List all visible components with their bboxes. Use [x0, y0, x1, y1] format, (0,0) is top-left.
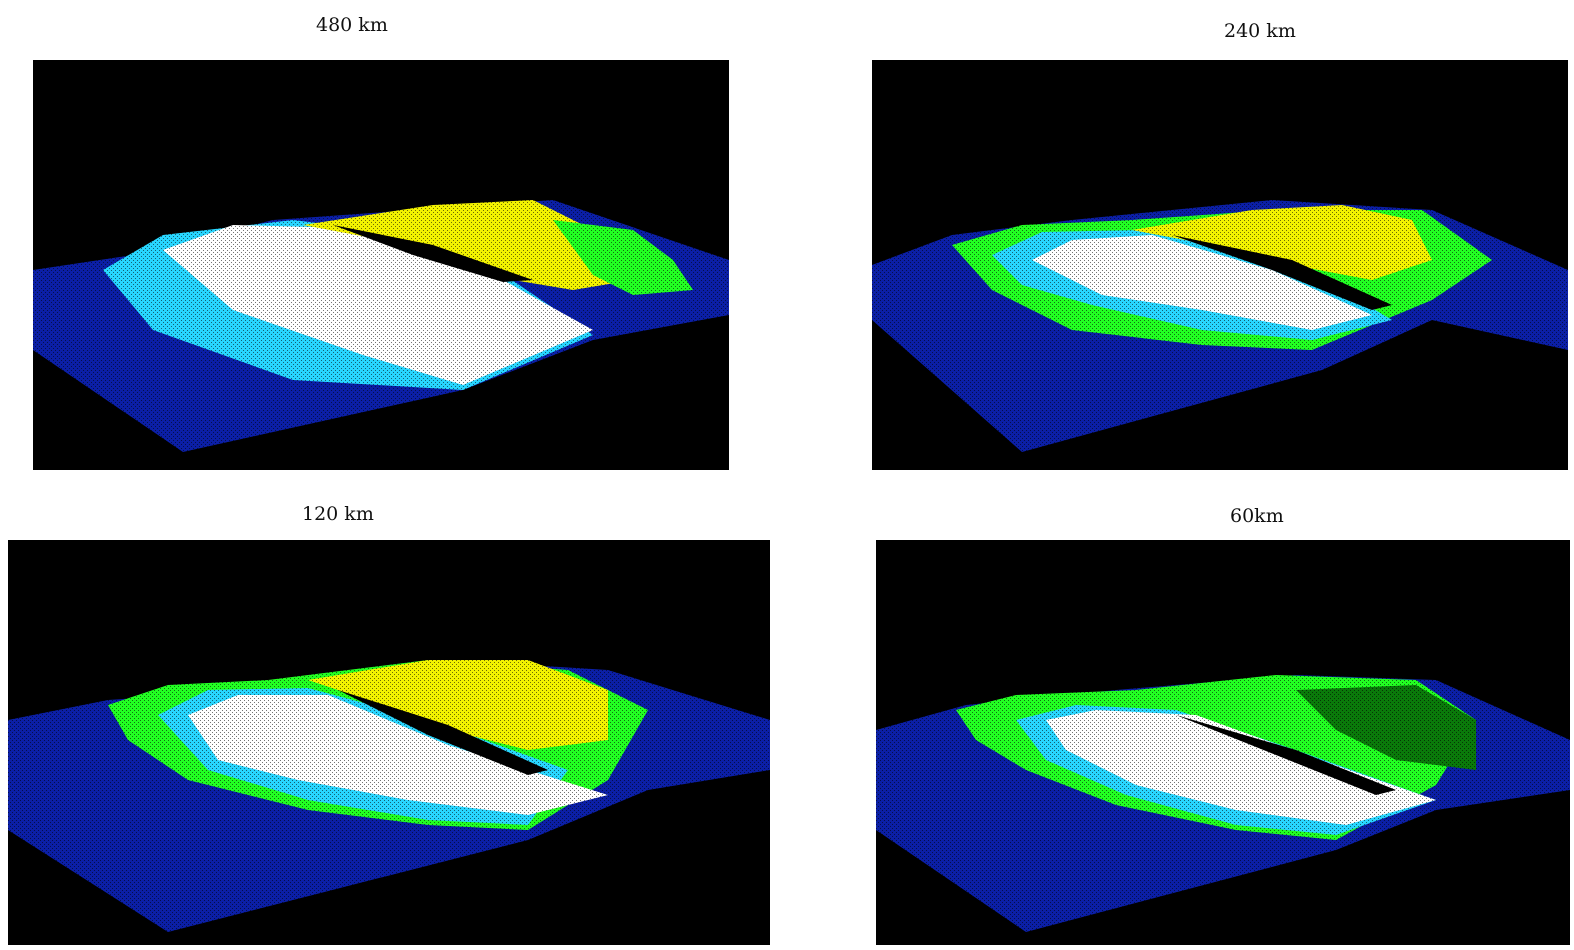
terrain-render-240km — [872, 60, 1568, 470]
panel-label-60km: 60km — [1230, 505, 1284, 527]
panel-label-120km: 120 km — [302, 503, 374, 525]
terrain-render-120km — [8, 540, 770, 945]
panel-label-240km: 240 km — [1224, 20, 1296, 42]
terrain-render-480km — [33, 60, 729, 470]
panel-label-480km: 480 km — [316, 14, 388, 36]
terrain-render-60km — [876, 540, 1570, 945]
